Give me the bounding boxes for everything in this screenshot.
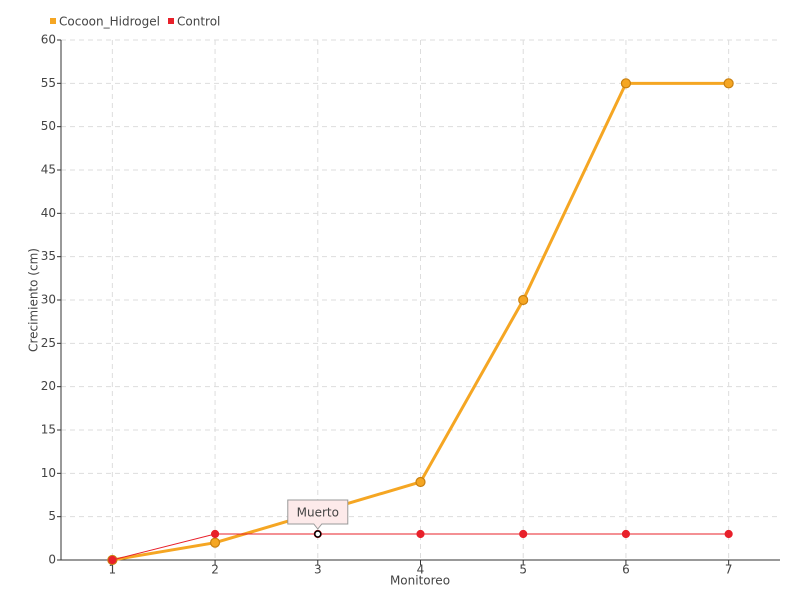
point — [621, 529, 631, 539]
x-tick-label: 1 — [109, 563, 117, 577]
point — [210, 529, 220, 539]
y-tick-label: 10 — [41, 466, 56, 480]
point — [209, 537, 221, 548]
y-tick-label: 5 — [48, 509, 56, 523]
point — [416, 529, 425, 539]
y-tick-label: 55 — [41, 76, 56, 90]
y-tick-label: 30 — [41, 293, 56, 307]
point — [620, 78, 632, 89]
x-axis-label: Monitoreo — [390, 574, 450, 588]
y-tick-label: 0 — [48, 553, 56, 567]
x-tick-label: 6 — [622, 563, 630, 577]
x-tick-label: 7 — [725, 563, 733, 577]
y-axis-label: Crecimiento (cm) — [27, 248, 41, 352]
point — [724, 529, 733, 539]
y-tick-label: 60 — [41, 33, 56, 47]
y-tick-label: 45 — [41, 163, 56, 177]
legend-swatch — [168, 18, 174, 24]
x-tick-label: 2 — [211, 563, 219, 577]
annotation-marker — [314, 530, 322, 538]
point — [518, 294, 529, 306]
point — [415, 476, 426, 488]
y-tick-label: 15 — [41, 423, 56, 437]
point — [723, 78, 734, 89]
y-tick-label: 35 — [41, 249, 56, 263]
point — [519, 529, 528, 539]
annotation-text: Muerto — [297, 506, 339, 520]
y-tick-label: 25 — [41, 336, 56, 350]
y-tick-label: 50 — [41, 119, 56, 133]
y-tick-label: 20 — [41, 379, 56, 393]
legend-swatch — [50, 18, 56, 24]
y-tick-label: 40 — [41, 206, 56, 220]
legend-label: Cocoon_Hidrogel — [59, 15, 160, 29]
x-tick-label: 5 — [519, 563, 527, 577]
x-tick-label: 4 — [417, 563, 425, 577]
x-tick-label: 3 — [314, 563, 322, 577]
legend-label: Control — [177, 15, 220, 29]
annotation-box — [287, 499, 349, 530]
point — [108, 555, 117, 565]
